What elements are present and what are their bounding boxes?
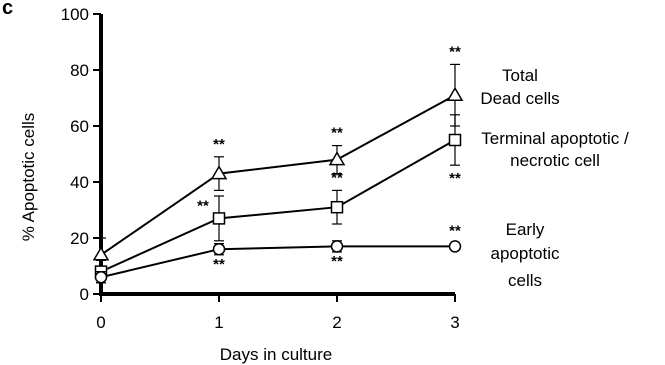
significance-marker: **: [331, 169, 343, 186]
series-line: [100, 245, 455, 279]
series-layer: ** ** ** Total Dead cells ** ** ** Terminal apop…: [92, 43, 629, 290]
data-point-triangle: [446, 86, 464, 101]
data-point-circle: [212, 242, 226, 256]
y-axis-label: % Apoptotic cells: [19, 113, 38, 242]
data-point-triangle: [92, 246, 110, 261]
significance-marker: **: [449, 223, 461, 240]
series-line: [100, 139, 456, 273]
significance-marker: **: [449, 170, 461, 187]
data-point-circle: [448, 240, 462, 253]
series-label: Dead cells: [480, 89, 559, 108]
y-tick-label: 40: [70, 173, 89, 192]
series-label: Early: [506, 220, 545, 239]
axes: 0 20 40 60 80 100 0 1 2 3: [61, 5, 460, 332]
significance-marker: **: [213, 136, 225, 153]
data-point-square: [212, 212, 226, 225]
data-point-square: [330, 200, 344, 214]
y-tick-label: 60: [70, 117, 89, 136]
significance-marker: **: [197, 197, 209, 214]
series-line: [100, 94, 456, 256]
series-label: Total: [502, 66, 538, 85]
series-square: ** ** ** Terminal apoptotic / necrotic cell: [94, 114, 629, 284]
significance-marker: **: [213, 256, 225, 273]
y-tick-label: 20: [70, 229, 89, 248]
series-label: Terminal apoptotic /: [481, 129, 629, 148]
data-point-square: [448, 133, 462, 147]
data-point-triangle: [210, 165, 228, 180]
y-tick-label: 100: [61, 5, 89, 24]
y-tick-label: 80: [70, 61, 89, 80]
significance-marker: **: [331, 125, 343, 142]
significance-marker: **: [449, 43, 461, 60]
x-tick-label: 1: [214, 313, 223, 332]
x-tick-label: 0: [96, 313, 105, 332]
x-axis-label: Days in culture: [220, 345, 332, 364]
panel-letter: c: [2, 0, 13, 19]
data-point-triangle: [328, 151, 346, 166]
significance-marker: **: [331, 253, 343, 270]
data-point-circle: [94, 270, 108, 284]
series-circle: ** ** ** Early apoptotic cells: [94, 220, 560, 290]
y-tick-label: 0: [80, 285, 89, 304]
x-tick-label: 3: [450, 313, 459, 332]
x-tick-label: 2: [332, 313, 341, 332]
series-label: apoptotic: [491, 244, 560, 263]
series-label: necrotic cell: [510, 151, 600, 170]
series-triangle: ** ** ** Total Dead cells: [92, 43, 560, 273]
series-label: cells: [508, 271, 542, 290]
data-point-circle: [330, 240, 344, 253]
